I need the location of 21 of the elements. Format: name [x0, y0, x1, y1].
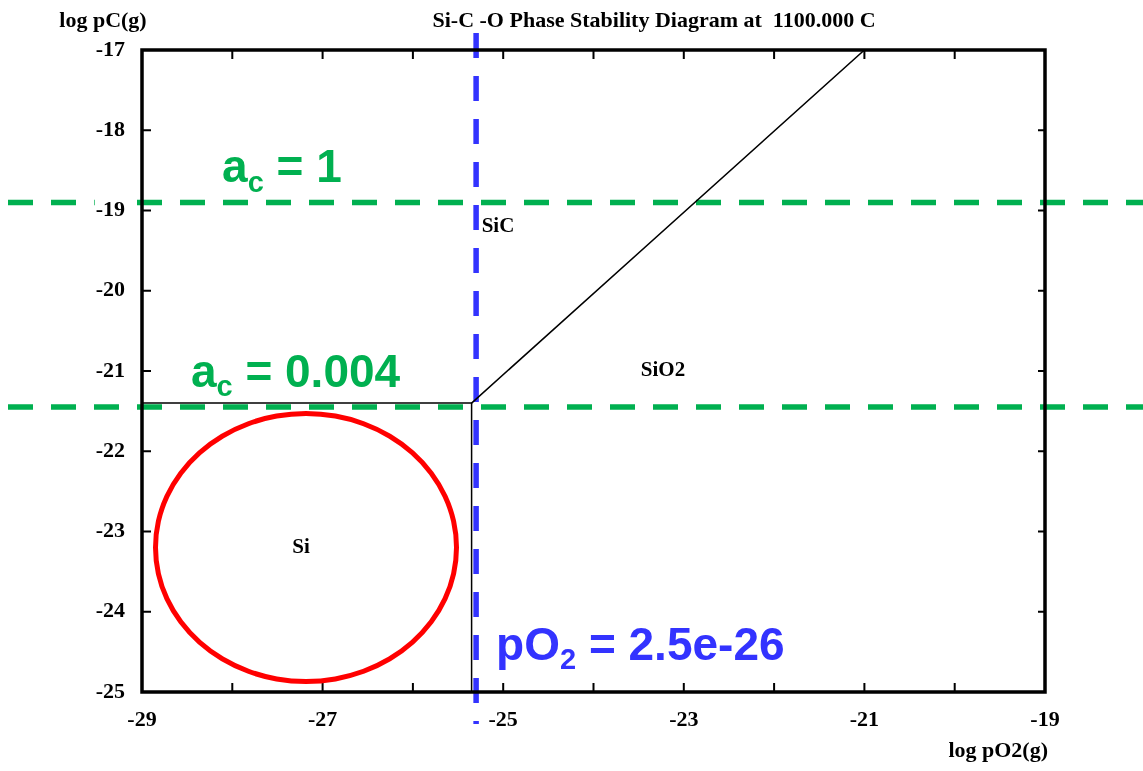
- y-tick-label: -21: [95, 356, 125, 382]
- y-tick-label: -23: [95, 517, 125, 543]
- x-tick-label: -29: [127, 705, 157, 731]
- annotation: Si: [292, 534, 310, 558]
- x-tick-label: -27: [307, 705, 338, 731]
- chart-title: Si-C -O Phase Stability Diagram at 1100.000 C: [432, 7, 876, 32]
- x-tick-label: -25: [488, 705, 518, 731]
- y-axis-title: log pC(g): [59, 7, 147, 32]
- y-tick-label: -20: [95, 276, 125, 302]
- x-axis-title: log pO2(g): [948, 737, 1049, 762]
- y-tick-label: -22: [95, 436, 125, 462]
- y-tick-label: -17: [95, 35, 125, 61]
- annotation: SiC: [481, 213, 515, 237]
- x-tick-label: -21: [849, 705, 880, 731]
- x-tick-label: -23: [669, 705, 699, 731]
- y-tick-label: -25: [95, 677, 125, 703]
- x-tick-label: -19: [1030, 705, 1060, 731]
- y-tick-label: -24: [95, 597, 125, 623]
- annotation: SiO2: [640, 357, 686, 381]
- y-tick-label: -18: [95, 115, 125, 141]
- y-tick-label: -19: [95, 196, 125, 222]
